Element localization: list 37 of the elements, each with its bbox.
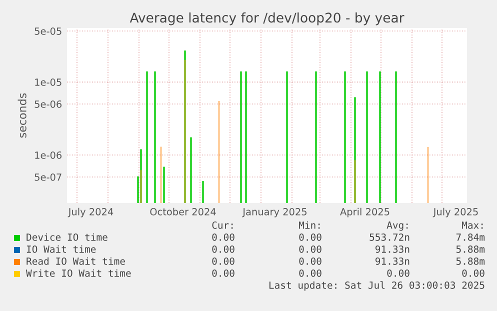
text: 0.00 <box>212 257 234 265</box>
x-tick-label: July 2025 <box>432 208 478 218</box>
y-axis-title: seconds <box>18 93 26 138</box>
y-tick-label: 5e-06 <box>34 100 62 108</box>
text: 0.00 <box>212 245 234 253</box>
text: 91.33n <box>375 257 410 265</box>
text: Cur: <box>212 221 233 229</box>
text: 0.00 <box>462 269 484 277</box>
text: 0.00 <box>212 233 234 241</box>
text: Last update: Sat Jul 26 03:00:03 2025 <box>269 281 484 291</box>
y-tick-label: 1e-05 <box>35 78 62 86</box>
legend-label: Device IO time <box>26 233 108 241</box>
text: 91.33n <box>375 245 410 253</box>
chart-title: Average latency for /dev/loop20 - by year <box>130 12 404 26</box>
y-tick-label: 5e-07 <box>34 173 62 181</box>
x-tick-label: April 2025 <box>340 208 390 218</box>
legend-label: IO Wait time <box>26 245 96 253</box>
y-tick-label: 5e-05 <box>34 28 62 35</box>
text: 7.84m <box>456 233 485 241</box>
text: 0.00 <box>299 269 322 277</box>
legend-label: Read IO Wait time <box>26 257 125 265</box>
text: Min: <box>298 221 320 229</box>
x-tick-label: January 2025 <box>242 208 306 218</box>
text: 0.00 <box>212 269 234 277</box>
legend-label: Write IO Wait time <box>26 269 131 277</box>
text: 5.88m <box>456 245 485 253</box>
text: 5.88m <box>456 257 485 265</box>
y-tick-label: 1e-06 <box>35 151 62 159</box>
text: 0.00 <box>299 257 322 265</box>
text: 553.72n <box>370 233 410 241</box>
text: Max: <box>462 222 483 229</box>
text: 0.00 <box>387 269 410 277</box>
x-tick-label: July 2024 <box>68 208 114 218</box>
text: Avg: <box>386 222 408 231</box>
text: 0.00 <box>299 245 322 253</box>
text: 0.00 <box>299 233 322 241</box>
x-tick-label: October 2024 <box>150 208 216 216</box>
